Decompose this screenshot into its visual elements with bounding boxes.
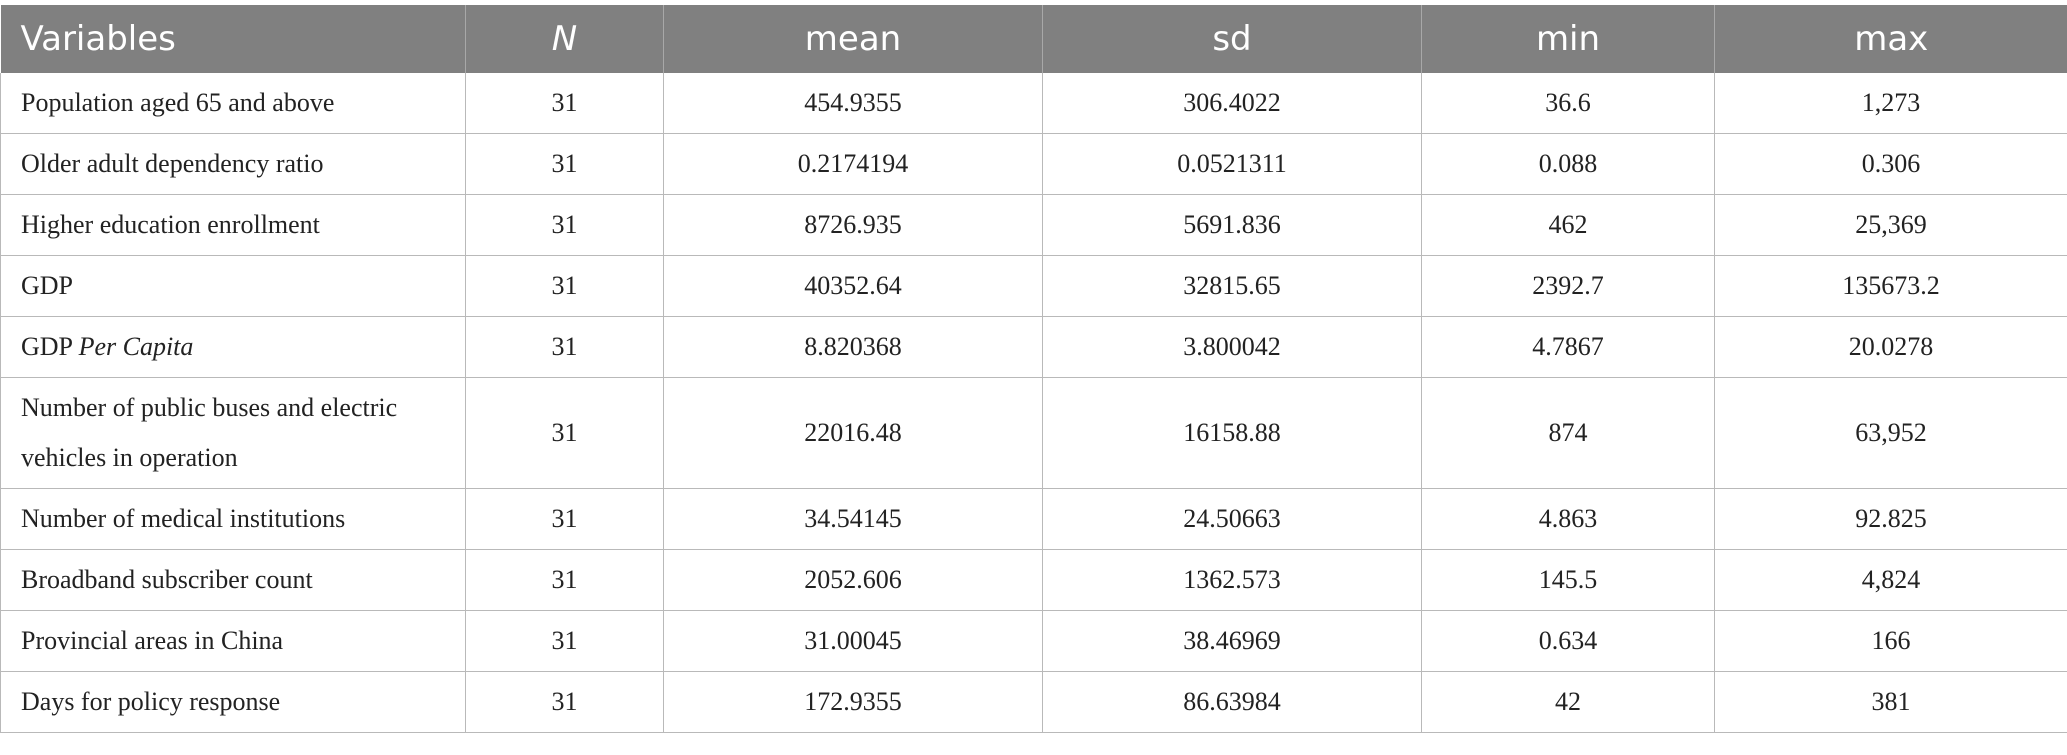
cell-variable: Broadband subscriber count (0, 549, 466, 611)
cell-sd: 0.0521311 (1042, 133, 1422, 195)
cell-n: 31 (465, 255, 664, 317)
cell-variable: Population aged 65 and above (0, 73, 466, 134)
cell-max: 135673.2 (1714, 255, 2067, 317)
cell-mean: 8.820368 (663, 316, 1043, 378)
table-row: Provincial areas in China 31 31.00045 38… (0, 610, 2067, 672)
cell-max: 25,369 (1714, 194, 2067, 256)
cell-mean: 40352.64 (663, 255, 1043, 317)
cell-max: 92.825 (1714, 488, 2067, 550)
cell-sd: 86.63984 (1042, 671, 1422, 733)
cell-mean: 454.9355 (663, 73, 1043, 134)
cell-variable: GDP Per Capita (0, 316, 466, 378)
cell-n: 31 (465, 377, 664, 489)
cell-min: 4.863 (1421, 488, 1715, 550)
cell-n: 31 (465, 316, 664, 378)
header-max: max (1714, 5, 2067, 73)
cell-n: 31 (465, 610, 664, 672)
table-row: GDP 31 40352.64 32815.65 2392.7 135673.2 (0, 255, 2067, 317)
header-mean: mean (663, 5, 1043, 73)
cell-variable: Number of public buses and electric vehi… (0, 377, 466, 489)
cell-max: 0.306 (1714, 133, 2067, 195)
cell-sd: 16158.88 (1042, 377, 1422, 489)
descriptive-statistics-table: Variables N mean sd min max Population a… (0, 5, 2067, 733)
cell-min: 0.088 (1421, 133, 1715, 195)
cell-min: 462 (1421, 194, 1715, 256)
cell-max: 1,273 (1714, 73, 2067, 134)
table-row: Broadband subscriber count 31 2052.606 1… (0, 549, 2067, 611)
cell-sd: 32815.65 (1042, 255, 1422, 317)
table-row: Higher education enrollment 31 8726.935 … (0, 194, 2067, 256)
cell-variable: Higher education enrollment (0, 194, 466, 256)
cell-mean: 22016.48 (663, 377, 1043, 489)
cell-mean: 8726.935 (663, 194, 1043, 256)
cell-sd: 38.46969 (1042, 610, 1422, 672)
cell-max: 166 (1714, 610, 2067, 672)
table-row: Number of medical institutions 31 34.541… (0, 488, 2067, 550)
cell-min: 2392.7 (1421, 255, 1715, 317)
cell-variable: Number of medical institutions (0, 488, 466, 550)
cell-variable: Provincial areas in China (0, 610, 466, 672)
cell-n: 31 (465, 549, 664, 611)
header-n: N (465, 5, 664, 73)
header-sd: sd (1042, 5, 1422, 73)
cell-variable-text: GDP (21, 332, 73, 361)
cell-n: 31 (465, 671, 664, 733)
cell-sd: 1362.573 (1042, 549, 1422, 611)
cell-n: 31 (465, 73, 664, 134)
cell-max: 381 (1714, 671, 2067, 733)
cell-min: 42 (1421, 671, 1715, 733)
cell-n: 31 (465, 194, 664, 256)
cell-n: 31 (465, 133, 664, 195)
cell-max: 4,824 (1714, 549, 2067, 611)
cell-sd: 306.4022 (1042, 73, 1422, 134)
cell-mean: 0.2174194 (663, 133, 1043, 195)
table-row: Population aged 65 and above 31 454.9355… (0, 73, 2067, 134)
cell-mean: 34.54145 (663, 488, 1043, 550)
table-row: Older adult dependency ratio 31 0.217419… (0, 133, 2067, 195)
cell-mean: 2052.606 (663, 549, 1043, 611)
header-row: Variables N mean sd min max (0, 5, 2067, 73)
cell-max: 20.0278 (1714, 316, 2067, 378)
header-variables: Variables (0, 5, 466, 73)
table-row: GDP Per Capita 31 8.820368 3.800042 4.78… (0, 316, 2067, 378)
cell-min: 36.6 (1421, 73, 1715, 134)
cell-variable: Days for policy response (0, 671, 466, 733)
cell-mean: 172.9355 (663, 671, 1043, 733)
cell-min: 145.5 (1421, 549, 1715, 611)
cell-max: 63,952 (1714, 377, 2067, 489)
table-row: Number of public buses and electric vehi… (0, 377, 2067, 489)
cell-variable: Older adult dependency ratio (0, 133, 466, 195)
cell-sd: 24.50663 (1042, 488, 1422, 550)
cell-mean: 31.00045 (663, 610, 1043, 672)
cell-min: 874 (1421, 377, 1715, 489)
cell-sd: 3.800042 (1042, 316, 1422, 378)
cell-min: 0.634 (1421, 610, 1715, 672)
cell-variable: GDP (0, 255, 466, 317)
header-min: min (1421, 5, 1715, 73)
cell-min: 4.7867 (1421, 316, 1715, 378)
cell-variable-italic: Per Capita (78, 332, 194, 361)
cell-n: 31 (465, 488, 664, 550)
table-row: Days for policy response 31 172.9355 86.… (0, 671, 2067, 733)
cell-sd: 5691.836 (1042, 194, 1422, 256)
